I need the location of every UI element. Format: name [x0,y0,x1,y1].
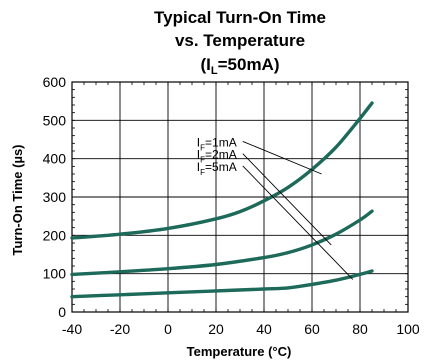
series-line-1 [70,101,374,240]
y-axis-label: Turn-On Time (µs) [10,144,25,255]
x-tick-label: 40 [256,321,272,337]
x-tick-label: 100 [396,321,420,337]
x-tick-label: 60 [304,321,320,337]
y-tick-label: 300 [43,189,67,205]
series-line-3 [70,269,374,299]
x-tick-label: 0 [164,321,172,337]
chart-title-condition: (IL=50mA) [200,55,279,77]
series-label-1: IF=1mA [197,135,237,152]
title-condition-suffix: =50mA) [218,55,280,74]
y-tick-label: 400 [43,151,67,167]
leader-line-2 [242,153,332,246]
series-lines [70,101,374,299]
x-tick-label: -20 [110,321,130,337]
series-label-3: IF=5mA [197,160,237,177]
chart-title: Typical Turn-On Time vs. Temperature (IL… [154,8,326,77]
series-label-2: IF=2mA [197,148,237,165]
series-line-2 [70,209,374,277]
x-tick-label: 20 [208,321,224,337]
x-axis-ticks: -40 -20 0 20 40 60 80 100 [62,321,420,337]
x-tick-label: -40 [62,321,82,337]
y-tick-label: 600 [43,74,67,90]
leader-line-1 [242,140,322,175]
y-tick-label: 500 [43,112,67,128]
title-condition-prefix: (I [200,55,210,74]
y-axis-ticks: 0 100 200 300 400 500 600 [43,74,67,320]
chart-title-line-2: vs. Temperature [175,31,305,50]
title-condition-subscript: L [211,65,218,77]
grid [71,81,409,313]
leader-line-3 [242,165,354,280]
y-tick-label: 0 [58,304,66,320]
chart-title-line-1: Typical Turn-On Time [154,8,326,27]
y-tick-label: 200 [43,227,67,243]
x-axis-label: Temperature (°C) [187,344,292,359]
plot-frame [71,81,409,313]
x-tick-label: 80 [352,321,368,337]
y-tick-label: 100 [43,266,67,282]
